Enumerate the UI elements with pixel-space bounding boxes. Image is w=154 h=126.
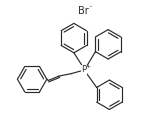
Text: ⁻: ⁻ xyxy=(88,5,92,11)
Text: Br: Br xyxy=(79,6,89,16)
Text: P: P xyxy=(81,65,86,74)
Text: +: + xyxy=(85,64,90,69)
